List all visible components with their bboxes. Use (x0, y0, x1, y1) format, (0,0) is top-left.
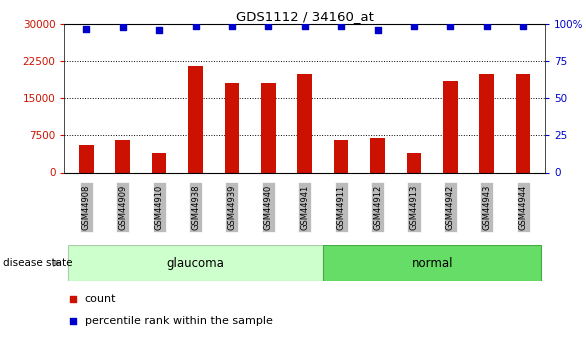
Point (155, 27, 164, 33)
Bar (334, 140, 349, 172)
Point (264, 23, 273, 28)
Text: GSM44910: GSM44910 (155, 184, 163, 230)
Bar (443, 81, 458, 172)
Point (482, 23, 492, 28)
Bar (479, 73, 494, 172)
Bar (224, 83, 239, 172)
Text: count: count (84, 294, 116, 304)
Point (336, 23, 346, 28)
Text: GSM44913: GSM44913 (410, 184, 418, 230)
Text: percentile rank within the sample: percentile rank within the sample (84, 316, 272, 326)
Point (118, 24, 127, 30)
Point (409, 23, 418, 28)
Point (191, 23, 200, 28)
Text: GSM44944: GSM44944 (519, 184, 527, 230)
Point (227, 23, 237, 28)
Text: normal: normal (411, 257, 453, 269)
Point (81, 26, 91, 31)
Bar (261, 83, 275, 172)
Bar (79, 145, 94, 172)
Text: GSM44912: GSM44912 (373, 184, 382, 230)
Bar (188, 66, 203, 172)
Bar (323, 245, 541, 281)
Text: GSM44938: GSM44938 (191, 184, 200, 230)
Text: GSM44940: GSM44940 (264, 184, 273, 230)
Text: GSM44939: GSM44939 (227, 184, 236, 230)
Text: GSM44941: GSM44941 (300, 184, 309, 230)
Point (445, 23, 455, 28)
Point (519, 23, 528, 28)
Text: GSM44942: GSM44942 (446, 184, 455, 230)
Point (373, 27, 382, 33)
Text: GSM44909: GSM44909 (118, 184, 127, 230)
Bar (370, 138, 385, 172)
Bar (115, 140, 130, 172)
Point (282, 12, 292, 18)
Title: GDS1112 / 34160_at: GDS1112 / 34160_at (236, 10, 374, 23)
Bar (152, 153, 166, 172)
Point (282, 216, 292, 222)
Text: disease state: disease state (3, 258, 73, 268)
Text: GSM44911: GSM44911 (336, 184, 346, 230)
Point (300, 23, 309, 28)
Bar (298, 73, 312, 172)
Bar (68, 245, 323, 281)
Bar (407, 153, 421, 172)
Text: GSM44943: GSM44943 (482, 184, 491, 230)
Text: glaucoma: glaucoma (166, 257, 224, 269)
Bar (516, 73, 530, 172)
Text: GSM44908: GSM44908 (82, 184, 91, 230)
